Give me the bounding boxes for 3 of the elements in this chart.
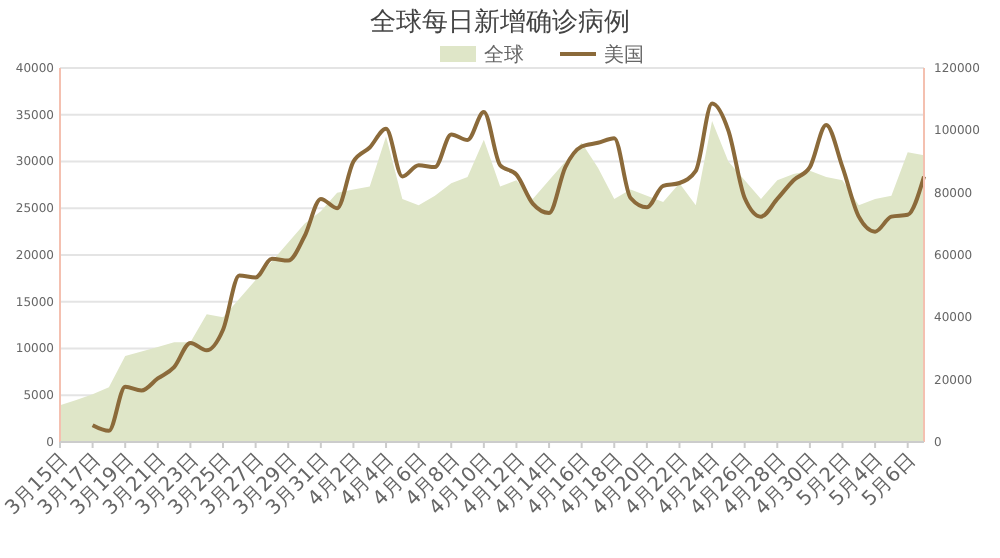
legend-label: 美国 [604,43,644,67]
legend-label: 全球 [484,43,524,67]
chart-title: 全球每日新增确诊病例 [370,8,630,38]
